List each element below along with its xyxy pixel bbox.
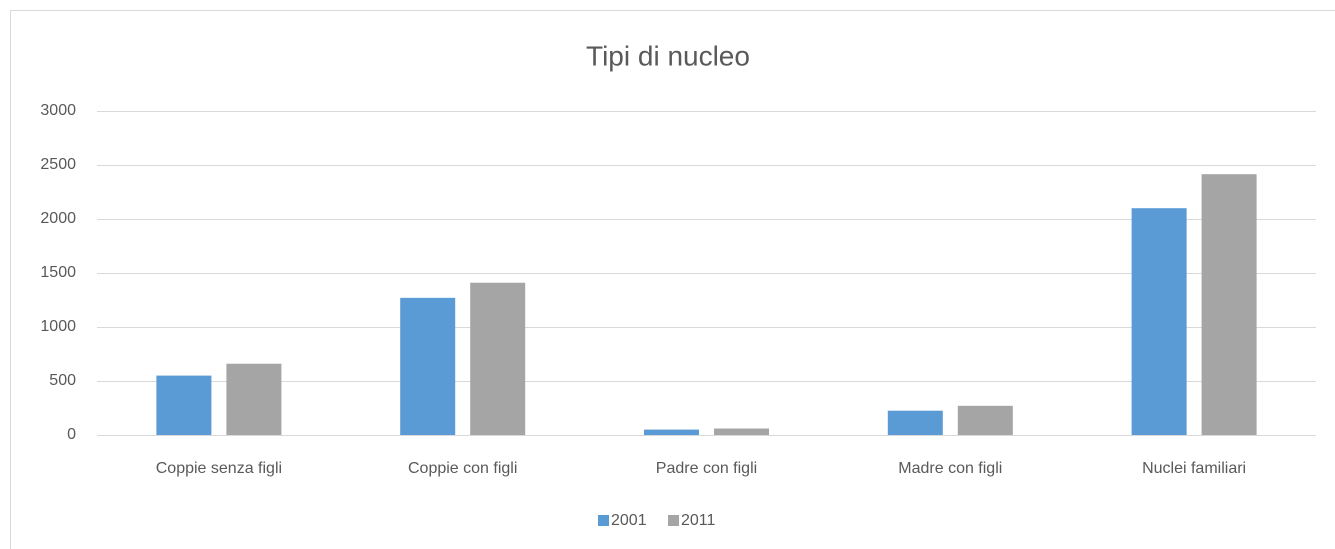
x-tick-label: Coppie senza figli (156, 460, 282, 477)
chart-border (10, 10, 1335, 549)
legend-item: 2011 (668, 512, 716, 529)
y-tick-label: 0 (67, 426, 76, 443)
bar (470, 282, 526, 435)
x-tick-label: Coppie con figli (408, 460, 517, 477)
y-tick-label: 500 (49, 372, 76, 389)
y-tick-label: 1500 (40, 264, 76, 281)
y-tick-label: 1000 (40, 318, 76, 335)
bar (644, 429, 699, 435)
legend-label: 2001 (611, 512, 647, 529)
bar (1131, 208, 1187, 435)
bar (1201, 174, 1257, 435)
legend-item: 2001 (598, 512, 647, 529)
bar (226, 363, 282, 435)
bar (714, 428, 769, 435)
legend-swatch (668, 515, 679, 526)
bar (400, 297, 456, 435)
bar (156, 375, 212, 435)
x-tick-label: Nuclei familiari (1142, 460, 1246, 477)
y-tick-label: 2000 (40, 210, 76, 227)
y-tick-label: 3000 (40, 102, 76, 119)
bar (887, 410, 943, 435)
legend-swatch (598, 515, 609, 526)
bar (957, 405, 1013, 435)
x-tick-label: Madre con figli (898, 460, 1002, 477)
chart-title: Tipi di nucleo (586, 40, 750, 71)
x-tick-label: Padre con figli (656, 460, 757, 477)
y-tick-label: 2500 (40, 156, 76, 173)
legend-label: 2011 (681, 512, 716, 529)
